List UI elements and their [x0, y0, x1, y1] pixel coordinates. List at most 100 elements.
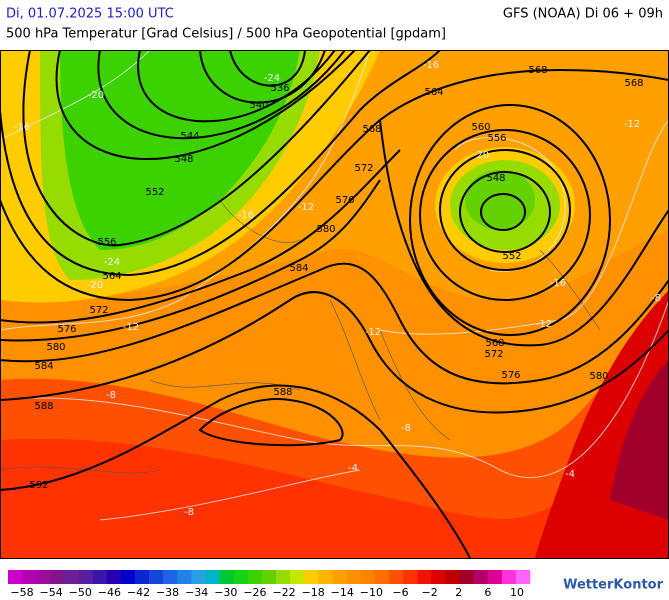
- contour-label: 556: [97, 237, 116, 248]
- colorbar-swatch: [191, 570, 206, 584]
- temperature-label: -8: [184, 507, 194, 518]
- colorbar-swatch: [134, 570, 150, 584]
- temperature-label: -24: [104, 257, 120, 268]
- colorbar-label: −14: [331, 586, 354, 599]
- colorbar-swatch: [501, 570, 517, 584]
- colorbar-swatch: [388, 570, 404, 584]
- contour-label: 580: [316, 224, 335, 235]
- colorbar-swatch: [360, 570, 376, 584]
- colorbar-label: −50: [69, 586, 92, 599]
- temperature-label: -12: [365, 327, 381, 338]
- colorbar-label: −34: [185, 586, 208, 599]
- contour-label: 584: [34, 361, 53, 372]
- temperature-label: -20: [87, 280, 103, 291]
- contour-label: 572: [354, 163, 373, 174]
- temperature-label: -4: [565, 469, 575, 480]
- colorbar-swatch: [459, 570, 474, 584]
- colorbar-swatch: [515, 570, 531, 584]
- colorbar-label: −22: [272, 586, 295, 599]
- temperature-label: -12: [624, 119, 640, 130]
- contour-label: 568: [485, 338, 504, 349]
- contour-label: 556: [487, 133, 506, 144]
- colorbar-swatch: [332, 570, 347, 584]
- colorbar-label: −26: [243, 586, 266, 599]
- colorbar-label: 6: [484, 586, 491, 599]
- colorbar-swatch: [417, 570, 432, 584]
- colorbar-swatch: [106, 570, 122, 584]
- colorbar-label: 10: [510, 586, 524, 599]
- contour-label: 592: [29, 480, 48, 491]
- contour-label: 580: [589, 371, 608, 382]
- contour-label: 564: [102, 271, 121, 282]
- temperature-label: -8: [401, 423, 411, 434]
- contour-label: 564: [424, 87, 443, 98]
- colorbar-swatch: [346, 570, 362, 584]
- colorbar-swatch: [50, 570, 65, 584]
- map: [1, 50, 668, 558]
- colorbar-swatch: [473, 570, 488, 584]
- colorbar-swatch: [304, 570, 319, 584]
- colorbar-swatch: [149, 570, 164, 584]
- contour-label: 552: [502, 251, 521, 262]
- temperature-label: -12: [536, 319, 552, 330]
- colorbar-swatch: [247, 570, 263, 584]
- contour-label: 576: [335, 195, 354, 206]
- colorbar-label: −42: [127, 586, 150, 599]
- contour-label: 572: [89, 305, 108, 316]
- colorbar-swatch: [205, 570, 220, 584]
- temperature-label: -16: [550, 278, 566, 289]
- contour-label: 576: [57, 324, 76, 335]
- temperature-label: -20: [473, 150, 489, 161]
- contour-label: 568: [528, 65, 547, 76]
- contour-label: 548: [486, 173, 505, 184]
- colorbar-label: −10: [360, 586, 383, 599]
- temperature-label: -12: [123, 322, 139, 333]
- colorbar-swatch: [233, 570, 249, 584]
- colorbar-swatch: [8, 570, 23, 584]
- colorbar-swatch: [290, 570, 305, 584]
- colorbar-label: −30: [214, 586, 237, 599]
- temperature-label: -16: [238, 210, 254, 221]
- colorbar-label: −18: [302, 586, 325, 599]
- colorbar-swatch: [318, 570, 333, 584]
- colorbar-swatch: [64, 570, 79, 584]
- colorbar-label: −46: [98, 586, 121, 599]
- temperature-label: -8: [651, 293, 661, 304]
- colorbar-label: −58: [10, 586, 33, 599]
- colorbar-swatch: [276, 570, 291, 584]
- colorbar-label: −54: [40, 586, 63, 599]
- contour-label: 584: [289, 263, 308, 274]
- contour-label: 568: [362, 124, 381, 135]
- colorbar-swatch: [219, 570, 235, 584]
- contour-label: 588: [34, 401, 53, 412]
- temperature-label: -8: [106, 390, 116, 401]
- contour-label: 580: [46, 342, 65, 353]
- colorbar-swatch: [487, 570, 503, 584]
- contour-label: 544: [180, 131, 199, 142]
- contour-label: 552: [145, 187, 164, 198]
- colorbar-label: −2: [422, 586, 438, 599]
- map-title: 500 hPa Temperatur [Grad Celsius] / 500 …: [6, 27, 446, 42]
- temperature-label: -16: [14, 122, 30, 133]
- colorbar-label: 2: [455, 586, 462, 599]
- contour-label: 568: [624, 78, 643, 89]
- contour-label: 540: [249, 100, 268, 111]
- colorbar-swatch: [163, 570, 178, 584]
- logo: WetterKontor: [563, 578, 664, 593]
- temperature-label: -24: [264, 73, 280, 84]
- colorbar-swatch: [445, 570, 460, 584]
- colorbar-swatch: [177, 570, 192, 584]
- colorbar-swatch: [431, 570, 446, 584]
- colorbar-label: −6: [392, 586, 408, 599]
- temperature-label: -4: [348, 463, 358, 474]
- contour-label: 588: [273, 387, 292, 398]
- colorbar-swatch: [261, 570, 277, 584]
- model-label: GFS (NOAA) Di 06 + 09h: [503, 7, 663, 22]
- temperature-label: -20: [88, 90, 104, 101]
- contour-label: 548: [174, 154, 193, 165]
- colorbar-swatch: [374, 570, 390, 584]
- date-label: Di, 01.07.2025 15:00 UTC: [6, 7, 174, 22]
- contour-label: 536: [270, 83, 289, 94]
- colorbar-swatch: [78, 570, 93, 584]
